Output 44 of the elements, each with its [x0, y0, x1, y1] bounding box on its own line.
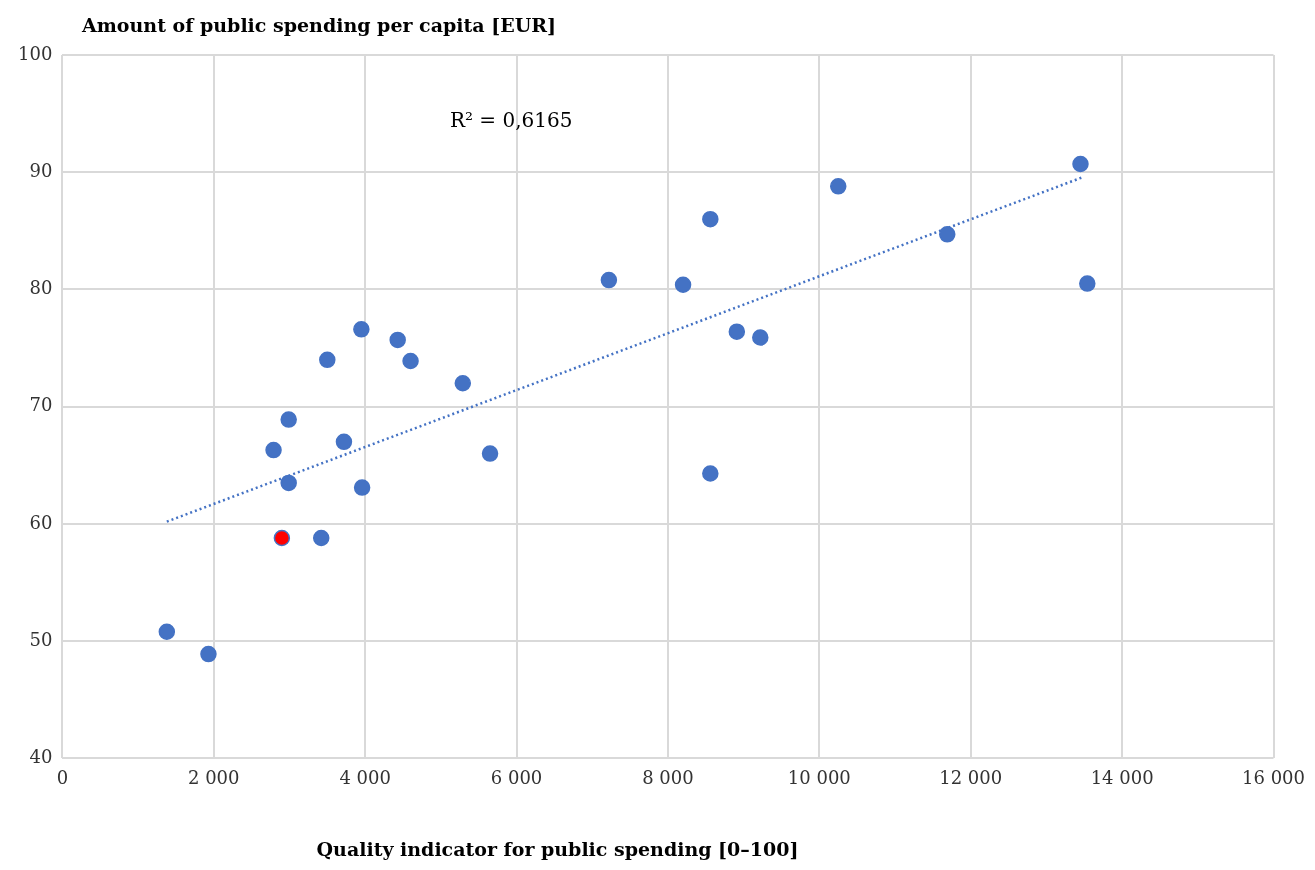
point — [273, 529, 291, 547]
point — [600, 271, 618, 289]
point — [280, 474, 297, 492]
y-tick-label: 60 — [29, 511, 53, 533]
point — [481, 445, 499, 462]
point — [200, 645, 217, 663]
point — [454, 375, 472, 392]
point — [389, 331, 406, 349]
x-tick-label: 12 000 — [939, 766, 1003, 788]
point — [939, 226, 956, 243]
x-tick-label: 6 000 — [490, 766, 543, 788]
point — [830, 178, 847, 195]
point — [674, 276, 692, 294]
x-tick-label: 10 000 — [787, 766, 851, 788]
point — [158, 623, 176, 641]
y-tick-label: 80 — [29, 277, 53, 299]
x-tick-label: 4 000 — [339, 766, 391, 788]
x-tick-label: 0 — [56, 766, 69, 788]
x-tick-label: 14 000 — [1090, 766, 1154, 788]
point — [728, 323, 746, 340]
point — [280, 411, 297, 428]
y-tick-label: 70 — [29, 394, 53, 416]
point — [402, 352, 419, 370]
y-tick-label: 90 — [29, 159, 53, 181]
x-tick-label: 2 000 — [187, 766, 240, 788]
point — [353, 479, 371, 496]
annotation: R² = 0,6165 — [449, 108, 573, 132]
y-tick-label: 40 — [29, 746, 53, 768]
y-tick-label: 100 — [18, 42, 53, 64]
point — [353, 321, 370, 338]
x-axis-title: Quality indicator for public spending [0–100] — [315, 838, 800, 860]
point — [335, 433, 353, 451]
point — [752, 329, 769, 346]
point — [319, 351, 336, 369]
point — [702, 210, 719, 228]
x-tick-label: 16 000 — [1242, 766, 1305, 788]
point — [702, 465, 719, 482]
x-tick-label: 8 000 — [642, 766, 694, 788]
point — [265, 441, 282, 459]
point — [312, 529, 330, 547]
y-tick-label: 50 — [29, 628, 53, 650]
point — [1072, 155, 1089, 173]
y-axis-title: Amount of public spending per capita [EUR] — [82, 14, 557, 36]
point — [1079, 275, 1096, 292]
